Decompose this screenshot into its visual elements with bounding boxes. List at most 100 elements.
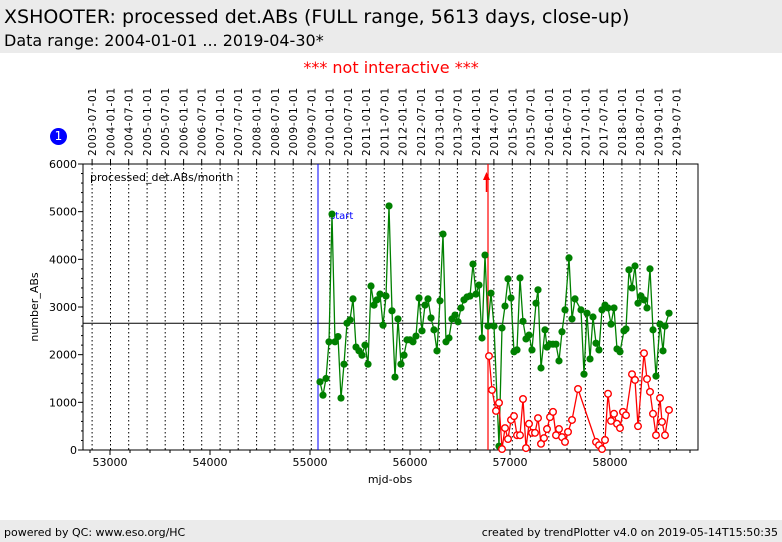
good-data-point xyxy=(394,315,402,323)
good-data-point xyxy=(400,351,408,359)
good-data-point xyxy=(592,339,600,347)
date-tick-label: 2007-07-01 xyxy=(233,87,245,156)
good-data-point xyxy=(412,332,420,340)
good-data-point xyxy=(498,324,506,332)
rejected-data-point xyxy=(604,389,613,398)
rejected-data-point xyxy=(656,394,665,403)
good-data-point xyxy=(469,260,477,268)
good-data-point xyxy=(604,304,612,312)
date-tick-label: 2006-07-01 xyxy=(197,87,209,156)
rejected-data-point xyxy=(634,422,643,431)
good-data-point xyxy=(415,294,423,302)
rejected-data-point xyxy=(601,435,610,444)
good-data-point xyxy=(565,254,573,262)
good-data-point xyxy=(373,296,381,304)
good-data-point xyxy=(595,346,603,354)
rejected-data-point xyxy=(495,398,504,407)
good-data-point xyxy=(370,301,378,309)
rejected-data-point xyxy=(488,385,497,394)
rejected-data-point xyxy=(516,431,525,440)
x-tick-label: 53000 xyxy=(93,456,128,469)
rejected-data-point xyxy=(531,428,540,437)
date-tick-label: 2011-07-01 xyxy=(379,87,391,156)
good-data-point xyxy=(490,322,498,330)
good-data-point xyxy=(472,290,480,298)
good-data-point xyxy=(649,326,657,334)
good-data-point xyxy=(534,286,542,294)
good-data-point xyxy=(427,314,435,322)
date-tick-label: 2017-07-01 xyxy=(599,87,611,156)
good-data-point xyxy=(430,326,438,334)
good-data-point xyxy=(558,328,566,336)
footer-created-by: created by trendPlotter v4.0 on 2019-05-… xyxy=(481,526,778,539)
date-tick-label: 2012-01-01 xyxy=(398,87,410,156)
good-data-point xyxy=(385,202,393,210)
rejected-data-point xyxy=(485,352,494,361)
date-tick-label: 2009-01-01 xyxy=(288,87,300,156)
rejected-data-point xyxy=(643,374,652,383)
date-tick-label: 2007-01-01 xyxy=(215,87,227,156)
good-data-point xyxy=(439,230,447,238)
good-data-point xyxy=(643,304,651,312)
good-data-point xyxy=(433,347,441,355)
good-data-point xyxy=(340,360,348,368)
rejected-data-point xyxy=(543,425,552,434)
date-tick-label: 2017-01-01 xyxy=(580,87,592,156)
good-data-point xyxy=(541,326,549,334)
date-tick-label: 2005-07-01 xyxy=(160,87,172,156)
y-tick-label: 3000 xyxy=(49,301,77,314)
date-tick-label: 2008-07-01 xyxy=(270,87,282,156)
good-data-point xyxy=(349,295,357,303)
good-data-point xyxy=(421,301,429,309)
date-tick-label: 2018-07-01 xyxy=(635,87,647,156)
good-data-point xyxy=(445,334,453,342)
date-tick-label: 2003-07-01 xyxy=(87,87,99,156)
date-tick-label: 2009-07-01 xyxy=(306,87,318,156)
good-data-point xyxy=(640,296,648,304)
good-data-point xyxy=(610,304,618,312)
date-tick-label: 2012-07-01 xyxy=(416,87,428,156)
good-data-point xyxy=(622,325,630,333)
rejected-data-point xyxy=(598,445,607,454)
rejected-data-point xyxy=(652,431,661,440)
good-data-point xyxy=(589,313,597,321)
good-data-point xyxy=(525,331,533,339)
good-data-point xyxy=(481,251,489,259)
rejected-data-point xyxy=(658,417,667,426)
date-tick-label: 2008-01-01 xyxy=(252,87,264,156)
good-data-point xyxy=(628,284,636,292)
good-data-point xyxy=(528,346,536,354)
good-data-point xyxy=(561,306,569,314)
date-tick-label: 2015-07-01 xyxy=(525,87,537,156)
good-data-point xyxy=(361,341,369,349)
good-data-point xyxy=(537,364,545,372)
good-data-point xyxy=(501,302,509,310)
good-data-point xyxy=(475,281,483,289)
date-tick-label: 2011-01-01 xyxy=(361,87,373,156)
good-data-point xyxy=(513,346,521,354)
good-data-point xyxy=(661,322,669,330)
good-data-point xyxy=(659,347,667,355)
good-data-point xyxy=(466,292,474,300)
y-tick-label: 0 xyxy=(70,444,77,457)
axes: 53000 54000 55000 56000 57000 58000 0 1000 2000 3… xyxy=(49,158,699,469)
y-axis-label: number_ABs xyxy=(28,272,41,342)
good-data-point xyxy=(487,289,495,297)
rejected-data-point xyxy=(549,407,558,416)
rejected-data-point xyxy=(665,405,674,414)
good-data-point xyxy=(504,275,512,283)
not-interactive-notice: *** not interactive *** xyxy=(303,58,479,77)
rejected-data-point xyxy=(522,444,531,453)
rejected-data-point xyxy=(534,414,543,423)
start-marker-label: start xyxy=(330,211,353,222)
data-range: Data range: 2004-01-01 ... 2019-04-30* xyxy=(4,31,324,50)
rejected-data-point xyxy=(561,437,570,446)
date-tick-label: 2004-01-01 xyxy=(106,87,118,156)
good-data-point xyxy=(316,378,324,386)
date-tick-label: 2019-07-01 xyxy=(672,87,684,156)
good-data-point xyxy=(367,282,375,290)
good-data-point xyxy=(436,297,444,305)
footer-powered-by: powered by QC: www.eso.org/HC xyxy=(4,526,186,539)
date-tick-label: 2010-01-01 xyxy=(325,87,337,156)
y-tick-label: 2000 xyxy=(49,349,77,362)
